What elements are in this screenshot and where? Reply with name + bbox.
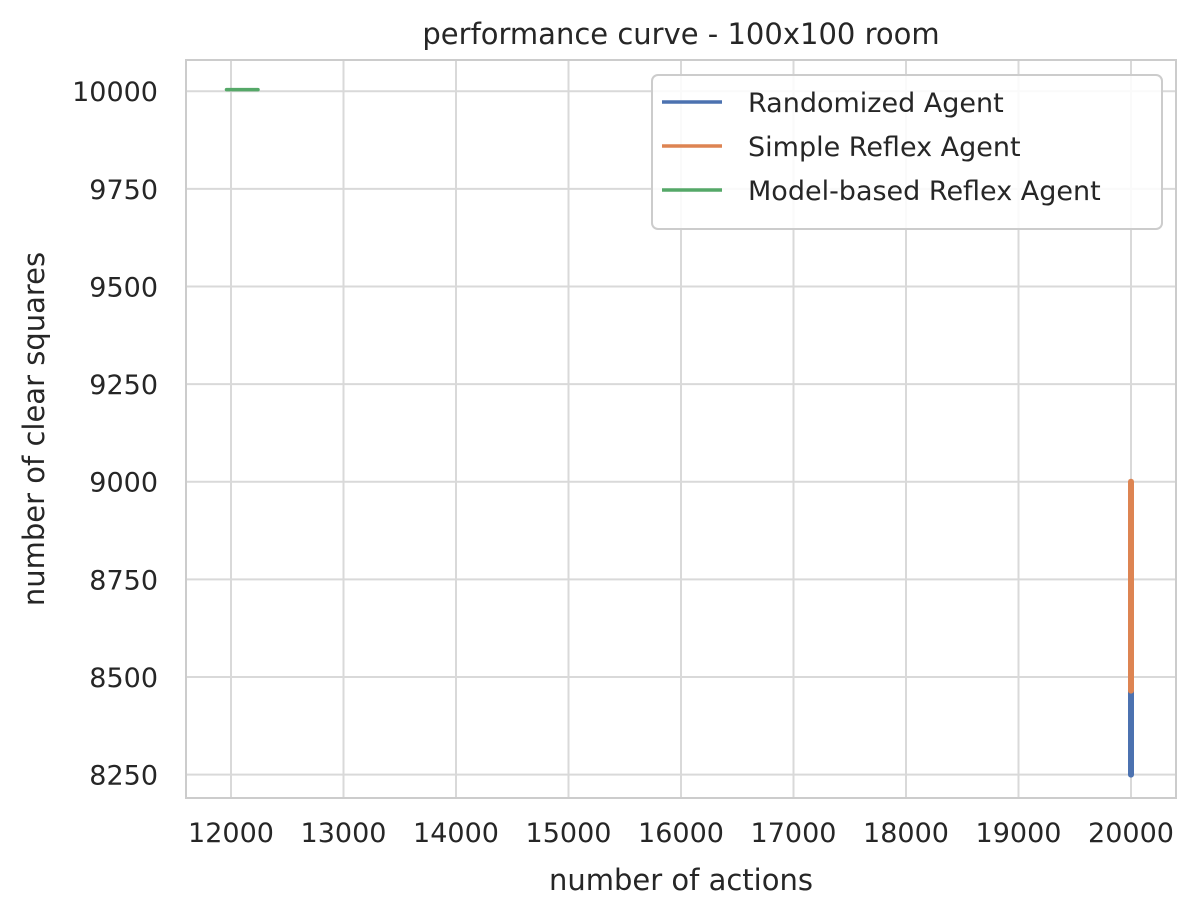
y-tick-label: 9750 xyxy=(89,175,158,206)
x-tick-label: 17000 xyxy=(751,818,837,849)
y-tick-label: 8500 xyxy=(89,663,158,694)
legend: Randomized Agent Simple Reflex Agent Model… xyxy=(651,74,1163,230)
legend-label: Randomized Agent xyxy=(748,88,1004,119)
y-axis-label: number of clear squares xyxy=(17,252,51,606)
x-tick-label: 13000 xyxy=(301,818,387,849)
x-axis-label: number of actions xyxy=(549,863,813,897)
x-tick-label: 12000 xyxy=(188,818,274,849)
y-tick-label: 9250 xyxy=(89,370,158,401)
series-layer xyxy=(224,87,1134,778)
y-tick-label: 10000 xyxy=(72,77,158,108)
legend-box xyxy=(651,74,1163,230)
y-tick-label: 9500 xyxy=(89,272,158,303)
chart-title: performance curve - 100x100 room xyxy=(422,17,939,51)
y-tick-label: 8750 xyxy=(89,565,158,596)
x-tick-labels: 12000 13000 14000 15000 16000 17000 18000 19000… xyxy=(188,818,1174,849)
y-tick-label: 8250 xyxy=(89,761,158,792)
x-tick-label: 14000 xyxy=(413,818,499,849)
legend-label: Simple Reflex Agent xyxy=(748,132,1021,163)
x-tick-label: 20000 xyxy=(1088,818,1174,849)
legend-label: Model-based Reflex Agent xyxy=(748,176,1101,207)
x-tick-label: 18000 xyxy=(863,818,949,849)
x-tick-label: 19000 xyxy=(976,818,1062,849)
x-tick-label: 15000 xyxy=(526,818,612,849)
x-tick-label: 16000 xyxy=(638,818,724,849)
y-tick-labels: 8250 8500 8750 9000 9250 9500 9750 10000 xyxy=(72,77,158,791)
y-tick-label: 9000 xyxy=(89,468,158,499)
plot-frame xyxy=(185,59,1177,799)
